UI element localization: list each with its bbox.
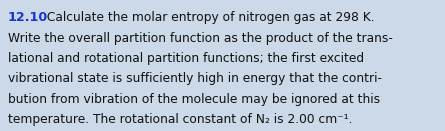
Text: temperature. The rotational constant of N₂ is 2.00 cm⁻¹.: temperature. The rotational constant of … [8,113,352,126]
Text: bution from vibration of the molecule may be ignored at this: bution from vibration of the molecule ma… [8,93,380,106]
Text: vibrational state is sufficiently high in energy that the contri-: vibrational state is sufficiently high i… [8,72,382,85]
Text: 12.10: 12.10 [8,11,48,24]
Text: lational and rotational partition functions; the first excited: lational and rotational partition functi… [8,52,364,65]
Text: Write the overall partition function as the product of the trans-: Write the overall partition function as … [8,32,393,45]
Text: Calculate the molar entropy of nitrogen gas at 298 K.: Calculate the molar entropy of nitrogen … [43,11,375,24]
